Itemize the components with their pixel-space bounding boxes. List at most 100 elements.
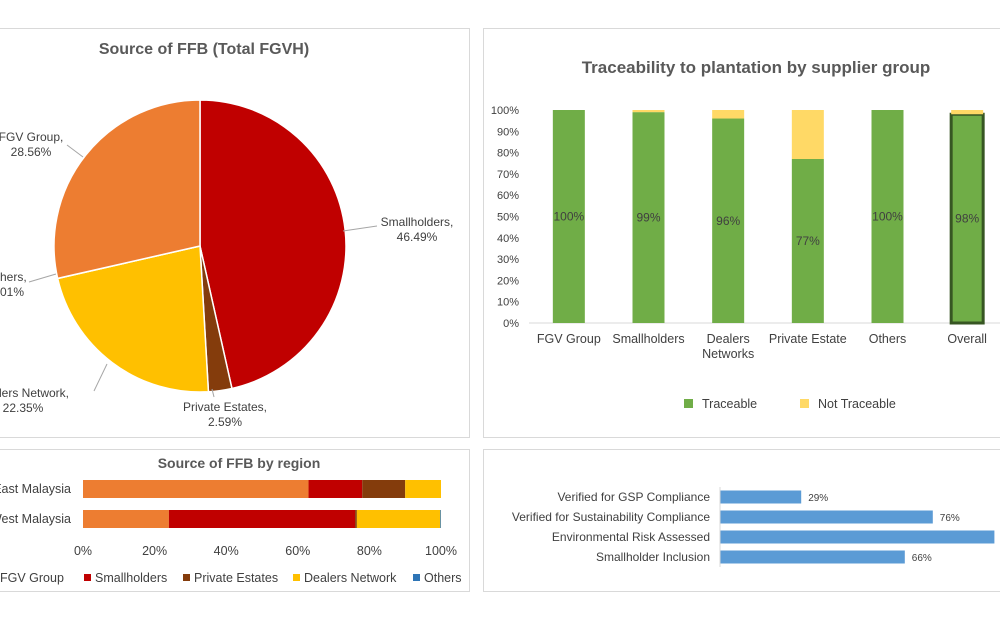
category-label: Verified for Sustainability Compliance bbox=[512, 510, 710, 524]
leader-line bbox=[211, 388, 215, 398]
region-chart-panel: Source of FFB by region East Malaysia West… bbox=[0, 449, 470, 592]
category-label: Verified for GSP Compliance bbox=[557, 490, 710, 504]
chart-title: Source of FFB by region bbox=[158, 455, 321, 471]
pie-slice-dealers-network bbox=[56, 245, 210, 393]
bar-not-traceable bbox=[712, 110, 745, 119]
bar-not-traceable bbox=[632, 110, 665, 113]
pie-slice-fgv-group bbox=[53, 99, 201, 280]
data-label: 99% bbox=[636, 211, 660, 225]
slice-percent: 46.49% bbox=[397, 230, 438, 244]
data-label: 100% bbox=[872, 210, 903, 224]
bar-traceable bbox=[871, 110, 904, 323]
slice-percent: 0.01% bbox=[0, 285, 24, 299]
data-label: 100% bbox=[553, 210, 584, 224]
x-tick-label: Private Estate bbox=[769, 332, 847, 346]
y-tick-label: 80% bbox=[497, 148, 519, 160]
data-label: 77% bbox=[796, 234, 820, 248]
traceability-chart-panel: Traceability to plantation by supplier g… bbox=[483, 28, 1000, 438]
compliance-bar-chart: Verified for GSP Compliance 29% Verified f… bbox=[512, 487, 995, 567]
data-label: 29% bbox=[808, 493, 828, 504]
y-tick-label: 60% bbox=[497, 190, 519, 202]
leader-line bbox=[342, 225, 378, 232]
x-tick-label: Overall bbox=[947, 332, 987, 346]
y-tick-label: 40% bbox=[497, 233, 519, 245]
y-tick-label: 0% bbox=[503, 318, 519, 330]
y-tick-label: 50% bbox=[497, 212, 519, 224]
legend-swatch bbox=[684, 399, 693, 408]
ffb-source-pie-chart: Source of FFB (Total FGVH) Smallholders,4… bbox=[0, 41, 454, 429]
chart-title: Traceability to plantation by supplier g… bbox=[582, 58, 931, 77]
legend-label: Private Estates bbox=[194, 571, 278, 585]
bar-private-estates bbox=[355, 510, 357, 528]
legend-swatch bbox=[293, 574, 300, 581]
data-label: 76% bbox=[940, 513, 960, 524]
x-tick-label: Others bbox=[869, 332, 907, 346]
legend-swatch bbox=[183, 574, 190, 581]
y-tick-label: East Malaysia bbox=[0, 482, 71, 496]
category-label: Environmental Risk Assessed bbox=[552, 530, 710, 544]
bar bbox=[720, 490, 802, 504]
x-tick-label: 20% bbox=[142, 544, 167, 558]
legend-swatch bbox=[84, 574, 91, 581]
bar bbox=[720, 550, 905, 564]
pie-slice-smallholders bbox=[199, 99, 347, 390]
category-label: Smallholder Inclusion bbox=[596, 550, 710, 564]
x-tick-label-line: Networks bbox=[702, 347, 754, 361]
bar-dealers-network bbox=[356, 510, 441, 528]
bar-traceable bbox=[791, 158, 824, 323]
bar-fgv-group bbox=[83, 510, 169, 528]
x-tick-label: 40% bbox=[214, 544, 239, 558]
bar-smallholders bbox=[168, 510, 356, 528]
x-tick-label-line: Dealers bbox=[707, 332, 750, 346]
bar-private-estates bbox=[362, 480, 406, 498]
slice-label: Private Estates, bbox=[183, 400, 267, 414]
y-tick-label: 70% bbox=[497, 169, 519, 181]
compliance-chart-panel: Verified for GSP Compliance 29% Verified f… bbox=[483, 449, 1000, 592]
y-tick-label: 90% bbox=[497, 126, 519, 138]
leader-line bbox=[93, 363, 108, 392]
x-tick-label: 0% bbox=[74, 544, 92, 558]
legend-label: Traceable bbox=[702, 397, 757, 411]
y-tick-label: 10% bbox=[497, 297, 519, 309]
legend-label: FGV Group bbox=[0, 571, 64, 585]
data-label: 66% bbox=[912, 553, 932, 564]
bar-traceable bbox=[712, 118, 745, 324]
bar-smallholders bbox=[308, 480, 363, 498]
slice-label: Dealers Network, bbox=[0, 386, 69, 400]
chart-title: Source of FFB (Total FGVH) bbox=[99, 41, 309, 58]
x-tick-label: FGV Group bbox=[537, 332, 601, 346]
legend-swatch bbox=[800, 399, 809, 408]
slice-label: Smallholders, bbox=[381, 215, 454, 229]
bar-traceable bbox=[632, 112, 665, 323]
legend-label: Smallholders bbox=[95, 571, 167, 585]
y-tick-label: West Malaysia bbox=[0, 512, 71, 526]
legend-label: Others bbox=[424, 571, 462, 585]
legend-label: Not Traceable bbox=[818, 397, 896, 411]
y-tick-label: 100% bbox=[491, 105, 519, 117]
bar bbox=[720, 530, 995, 544]
bar-fgv-group bbox=[83, 480, 309, 498]
legend-swatch bbox=[413, 574, 420, 581]
pie-chart-panel: Source of FFB (Total FGVH) Smallholders, 4… bbox=[0, 28, 470, 438]
bar bbox=[720, 510, 933, 524]
x-tick-label: 60% bbox=[285, 544, 310, 558]
data-label: 98% bbox=[955, 212, 979, 226]
x-tick-label: 80% bbox=[357, 544, 382, 558]
slice-percent: 2.59% bbox=[208, 415, 242, 429]
y-tick-label: 20% bbox=[497, 275, 519, 287]
x-tick-label: Dealers Networks bbox=[702, 332, 754, 361]
data-label: 96% bbox=[716, 214, 740, 228]
legend-label: Dealers Network bbox=[304, 571, 397, 585]
x-tick-label: 100% bbox=[425, 544, 457, 558]
ffb-by-region-bar-chart: Source of FFB by region East Malaysia West… bbox=[0, 455, 462, 585]
leader-line bbox=[28, 273, 57, 283]
slice-label: Others, bbox=[0, 270, 27, 284]
bar-dealers-network bbox=[405, 480, 441, 498]
bar-traceable bbox=[552, 110, 585, 323]
bar-others bbox=[440, 510, 441, 528]
slice-percent: 22.35% bbox=[3, 401, 44, 415]
bar-not-traceable bbox=[791, 110, 824, 159]
slice-label: FGV Group, bbox=[0, 130, 63, 144]
traceability-bar-chart: Traceability to plantation by supplier g… bbox=[491, 58, 1000, 411]
bar-not-traceable bbox=[951, 110, 984, 115]
